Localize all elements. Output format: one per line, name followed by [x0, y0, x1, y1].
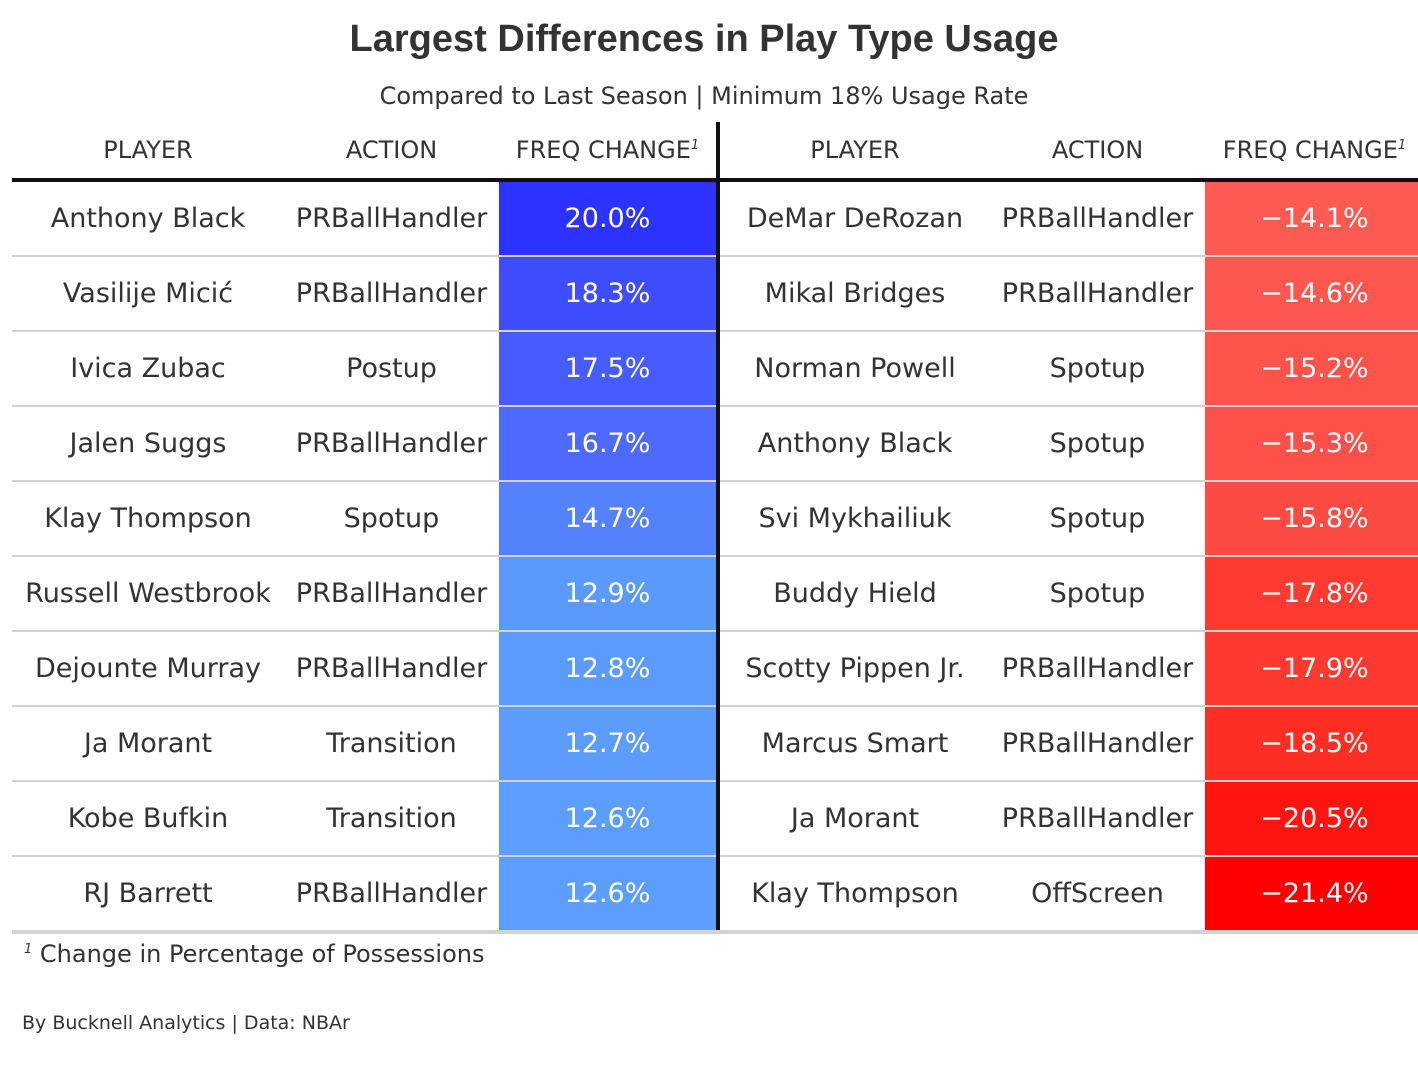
right-action-cell: PRBallHandler: [990, 706, 1205, 782]
left-freq-change-cell: 18.3%: [499, 256, 720, 332]
left-player-cell: Dejounte Murray: [12, 631, 284, 707]
right-action-cell: PRBallHandler: [990, 180, 1205, 257]
header-player-right: PLAYER: [718, 122, 990, 182]
right-freq-change-cell: −14.1%: [1205, 180, 1418, 257]
footnote-marker: 1: [1397, 138, 1407, 153]
footnote-text: Change in Percentage of Possessions: [39, 940, 485, 968]
table-row: Vasilije Micić PRBallHandler 18.3% Mikal Br…: [12, 256, 1418, 332]
chart-subtitle: Compared to Last Season | Minimum 18% Us…: [379, 82, 1029, 110]
left-action-cell: Postup: [284, 331, 499, 407]
header-player-left: PLAYER: [12, 122, 284, 182]
table-row: Jalen Suggs PRBallHandler 16.7% Anthony Bla…: [12, 406, 1418, 482]
left-freq-change-cell: 12.7%: [499, 706, 720, 782]
right-player-cell: Klay Thompson: [718, 856, 990, 934]
right-player-cell: Ja Morant: [718, 781, 990, 857]
left-player-cell: Vasilije Micić: [12, 256, 284, 332]
table-row: Klay Thompson Spotup 14.7% Svi Mykhailiuk Sp…: [12, 481, 1418, 557]
table-row: Ja Morant Transition 12.7% Marcus Smart PRBa…: [12, 706, 1418, 782]
left-freq-change-cell: 16.7%: [499, 406, 720, 482]
left-player-cell: RJ Barrett: [12, 856, 284, 934]
left-action-cell: PRBallHandler: [284, 256, 499, 332]
left-action-cell: PRBallHandler: [284, 180, 499, 257]
table-row: Russell Westbrook PRBallHandler 12.9% Buddy…: [12, 556, 1418, 632]
left-player-cell: Ivica Zubac: [12, 331, 284, 407]
left-action-cell: PRBallHandler: [284, 556, 499, 632]
right-freq-change-cell: −21.4%: [1205, 856, 1418, 934]
table-row: Ivica Zubac Postup 17.5% Norman Powell Spotu…: [12, 331, 1418, 407]
right-player-cell: Anthony Black: [718, 406, 990, 482]
right-freq-change-cell: −14.6%: [1205, 256, 1418, 332]
credit-line: By Bucknell Analytics | Data: NBAr: [22, 1012, 350, 1034]
right-action-cell: OffScreen: [990, 856, 1205, 934]
left-player-cell: Kobe Bufkin: [12, 781, 284, 857]
header-action-right: ACTION: [990, 122, 1205, 182]
header-row: PLAYER ACTION FREQ CHANGE1 PLAYER ACTION…: [12, 122, 1418, 182]
table-row: Kobe Bufkin Transition 12.6% Ja Morant PRBal…: [12, 781, 1418, 857]
left-freq-change-cell: 20.0%: [499, 180, 720, 257]
right-freq-change-cell: −15.3%: [1205, 406, 1418, 482]
footnote: 1 Change in Percentage of Possessions: [24, 940, 485, 968]
right-player-cell: Marcus Smart: [718, 706, 990, 782]
header-freq-change-label: FREQ CHANGE: [515, 136, 691, 164]
right-player-cell: Scotty Pippen Jr.: [718, 631, 990, 707]
footnote-marker: 1: [690, 138, 700, 153]
right-freq-change-cell: −20.5%: [1205, 781, 1418, 857]
right-action-cell: Spotup: [990, 481, 1205, 557]
left-player-cell: Anthony Black: [12, 180, 284, 257]
right-freq-change-cell: −18.5%: [1205, 706, 1418, 782]
left-player-cell: Klay Thompson: [12, 481, 284, 557]
table-row: RJ Barrett PRBallHandler 12.6% Klay Thompso…: [12, 856, 1418, 934]
right-action-cell: Spotup: [990, 556, 1205, 632]
left-freq-change-cell: 12.8%: [499, 631, 720, 707]
left-player-cell: Russell Westbrook: [12, 556, 284, 632]
right-player-cell: Mikal Bridges: [718, 256, 990, 332]
right-player-cell: Svi Mykhailiuk: [718, 481, 990, 557]
left-action-cell: PRBallHandler: [284, 406, 499, 482]
header-freq-change-left: FREQ CHANGE1: [499, 122, 720, 182]
table-body: Anthony Black PRBallHandler 20.0% DeMar DeR…: [12, 180, 1418, 934]
header-freq-change-right: FREQ CHANGE1: [1205, 122, 1418, 182]
left-freq-change-cell: 12.6%: [499, 856, 720, 934]
right-freq-change-cell: −15.2%: [1205, 331, 1418, 407]
usage-difference-table: PLAYER ACTION FREQ CHANGE1 PLAYER ACTION…: [12, 122, 1418, 934]
left-player-cell: Ja Morant: [12, 706, 284, 782]
right-freq-change-cell: −17.8%: [1205, 556, 1418, 632]
table-row: Anthony Black PRBallHandler 20.0% DeMar DeR…: [12, 180, 1418, 257]
left-freq-change-cell: 12.9%: [499, 556, 720, 632]
chart-title: Largest Differences in Play Type Usage: [349, 18, 1059, 60]
left-player-cell: Jalen Suggs: [12, 406, 284, 482]
left-freq-change-cell: 17.5%: [499, 331, 720, 407]
header-action-left: ACTION: [284, 122, 499, 182]
right-player-cell: Norman Powell: [718, 331, 990, 407]
footnote-marker: 1: [24, 942, 33, 957]
right-player-cell: Buddy Hield: [718, 556, 990, 632]
table-row: Dejounte Murray PRBallHandler 12.8% Scotty …: [12, 631, 1418, 707]
right-action-cell: Spotup: [990, 331, 1205, 407]
right-action-cell: PRBallHandler: [990, 256, 1205, 332]
left-action-cell: Transition: [284, 706, 499, 782]
right-player-cell: DeMar DeRozan: [718, 180, 990, 257]
left-action-cell: PRBallHandler: [284, 856, 499, 934]
left-action-cell: PRBallHandler: [284, 631, 499, 707]
right-freq-change-cell: −17.9%: [1205, 631, 1418, 707]
right-action-cell: PRBallHandler: [990, 631, 1205, 707]
right-action-cell: PRBallHandler: [990, 781, 1205, 857]
right-freq-change-cell: −15.8%: [1205, 481, 1418, 557]
header-freq-change-label: FREQ CHANGE: [1222, 136, 1398, 164]
left-freq-change-cell: 12.6%: [499, 781, 720, 857]
left-action-cell: Transition: [284, 781, 499, 857]
right-action-cell: Spotup: [990, 406, 1205, 482]
left-freq-change-cell: 14.7%: [499, 481, 720, 557]
left-action-cell: Spotup: [284, 481, 499, 557]
